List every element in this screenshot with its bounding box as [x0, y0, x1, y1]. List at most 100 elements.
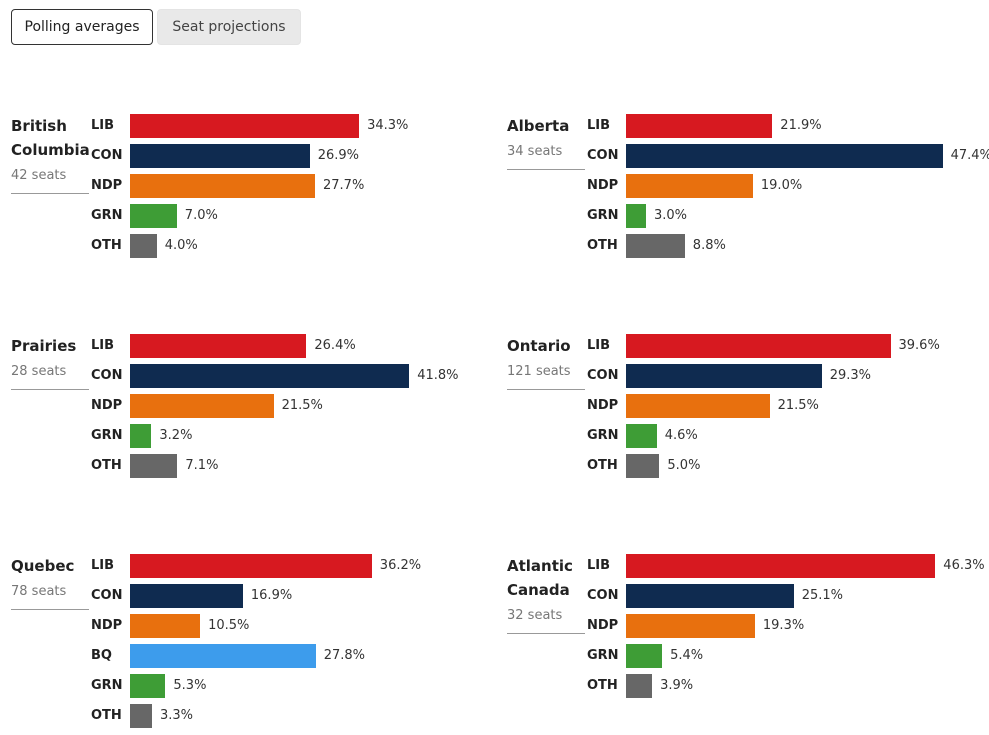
- party-label: NDP: [587, 618, 619, 633]
- bar-value-label: 7.1%: [185, 458, 219, 473]
- bar-ndp: [626, 614, 755, 638]
- party-label: CON: [91, 148, 123, 163]
- party-row-oth: OTH 3.3%: [91, 704, 491, 728]
- party-row-con: CON 25.1%: [587, 584, 987, 608]
- bar-ndp: [626, 394, 770, 418]
- bar-value-label: 7.0%: [184, 208, 218, 223]
- region-seats: 78 seats: [11, 582, 89, 610]
- bar-value-label: 21.9%: [780, 118, 822, 133]
- bar-grn: [130, 204, 177, 228]
- bar-value-label: 27.8%: [323, 648, 365, 663]
- party-label: CON: [587, 148, 619, 163]
- party-row-ndp: NDP 27.7%: [91, 174, 491, 198]
- region-name: Atlantic Canada: [507, 554, 585, 602]
- bar-oth: [626, 674, 653, 698]
- bar-con: [626, 584, 794, 608]
- bar-value-label: 3.2%: [159, 428, 193, 443]
- bar-con: [626, 364, 822, 388]
- party-row-con: CON 26.9%: [91, 144, 491, 168]
- bar-oth: [626, 234, 685, 258]
- bar-oth: [626, 454, 660, 478]
- party-row-lib: LIB 21.9%: [587, 114, 987, 138]
- party-label: NDP: [91, 178, 123, 193]
- bar-ndp: [626, 174, 753, 198]
- region-name: British Columbia: [11, 114, 90, 162]
- party-row-oth: OTH 5.0%: [587, 454, 987, 478]
- party-row-con: CON 16.9%: [91, 584, 491, 608]
- region-name-line: Ontario: [507, 337, 571, 355]
- tab-polling-averages[interactable]: Polling averages: [11, 9, 153, 45]
- bar-lib: [130, 554, 372, 578]
- party-label: GRN: [587, 428, 619, 443]
- region-seats: 42 seats: [11, 166, 89, 194]
- region-name-line: Atlantic: [507, 557, 573, 575]
- party-row-oth: OTH 7.1%: [91, 454, 491, 478]
- bar-con: [130, 144, 310, 168]
- party-row-oth: OTH 8.8%: [587, 234, 987, 258]
- bar-value-label: 19.0%: [760, 178, 803, 193]
- bar-value-label: 16.9%: [250, 588, 293, 603]
- region-label: Atlantic Canada 32 seats: [507, 554, 585, 634]
- bar-bq: [130, 644, 316, 668]
- region-name-line: British: [11, 117, 67, 135]
- party-row-lib: LIB 36.2%: [91, 554, 491, 578]
- party-row-grn: GRN 4.6%: [587, 424, 987, 448]
- region-label: Alberta 34 seats: [507, 114, 585, 170]
- party-label: GRN: [91, 678, 123, 693]
- bar-oth: [130, 234, 157, 258]
- party-row-ndp: NDP 10.5%: [91, 614, 491, 638]
- party-row-grn: GRN 7.0%: [91, 204, 491, 228]
- region-name-line: Prairies: [11, 337, 77, 355]
- bar-value-label: 3.9%: [660, 678, 694, 693]
- bar-ndp: [130, 174, 315, 198]
- bar-value-label: 3.0%: [654, 208, 688, 223]
- bar-grn: [130, 424, 152, 448]
- bar-value-label: 21.5%: [777, 398, 819, 413]
- region-quebec: Quebec 78 seats LIB 36.2% CON 16.9% NDP 10.5% BQ…: [11, 554, 491, 735]
- party-label: OTH: [587, 238, 618, 253]
- bar-oth: [130, 454, 178, 478]
- party-row-con: CON 29.3%: [587, 364, 987, 388]
- tab-seat-projections[interactable]: Seat projections: [157, 9, 301, 45]
- party-row-lib: LIB 34.3%: [91, 114, 491, 138]
- region-label: Ontario 121 seats: [507, 334, 585, 390]
- party-row-con: CON 41.8%: [91, 364, 491, 388]
- bar-grn: [626, 204, 646, 228]
- party-row-ndp: NDP 19.3%: [587, 614, 987, 638]
- bar-value-label: 8.8%: [692, 238, 726, 253]
- bar-value-label: 39.6%: [898, 338, 940, 353]
- bar-value-label: 26.9%: [317, 148, 359, 163]
- party-label: NDP: [587, 398, 619, 413]
- bar-lib: [130, 334, 307, 358]
- party-label: NDP: [587, 178, 619, 193]
- region-name-line: Canada: [507, 581, 570, 599]
- region-name: Prairies: [11, 334, 89, 358]
- party-row-lib: LIB 46.3%: [587, 554, 987, 578]
- bar-con: [626, 144, 943, 168]
- party-label: OTH: [91, 458, 122, 473]
- region-prairies: Prairies 28 seats LIB 26.4% CON 41.8% NDP 21.5%…: [11, 334, 491, 524]
- bar-value-label: 36.2%: [379, 558, 422, 573]
- party-label: CON: [587, 368, 619, 383]
- region-label: British Columbia 42 seats: [11, 114, 90, 194]
- region-seats: 121 seats: [507, 362, 585, 390]
- party-label: GRN: [91, 428, 123, 443]
- party-row-bq: BQ 27.8%: [91, 644, 491, 668]
- bar-value-label: 4.0%: [164, 238, 198, 253]
- party-label: OTH: [587, 678, 618, 693]
- bar-value-label: 4.6%: [664, 428, 698, 443]
- party-row-oth: OTH 3.9%: [587, 674, 987, 698]
- bar-con: [130, 364, 410, 388]
- party-row-ndp: NDP 21.5%: [587, 394, 987, 418]
- bar-value-label: 21.5%: [281, 398, 323, 413]
- party-label: OTH: [587, 458, 618, 473]
- region-seats: 32 seats: [507, 606, 585, 634]
- region-name: Alberta: [507, 114, 585, 138]
- view-tabs: Polling averages Seat projections: [11, 9, 301, 45]
- bar-lib: [130, 114, 360, 138]
- party-row-ndp: NDP 19.0%: [587, 174, 987, 198]
- bar-value-label: 26.4%: [314, 338, 356, 353]
- party-label: LIB: [587, 338, 611, 353]
- party-label: CON: [91, 588, 123, 603]
- party-label: GRN: [587, 208, 619, 223]
